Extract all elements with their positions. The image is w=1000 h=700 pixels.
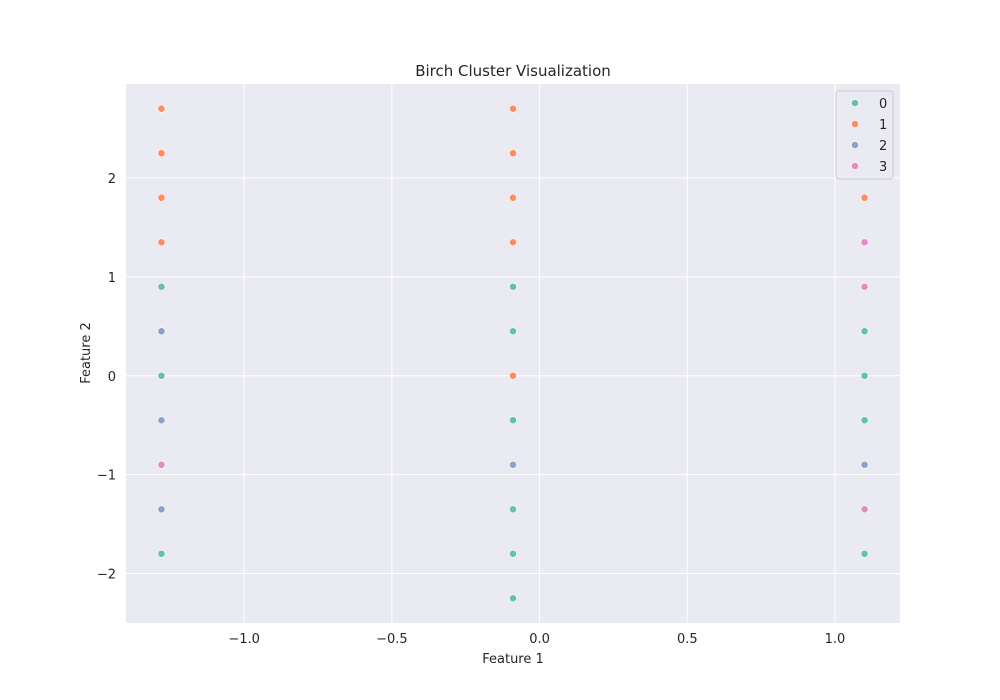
legend-marker-3 — [851, 162, 859, 170]
plot-area-background — [126, 84, 900, 623]
data-point-cluster-1 — [509, 371, 517, 380]
y-tick-label: 0 — [108, 370, 116, 385]
data-point-cluster-0 — [509, 282, 517, 291]
data-point-cluster-0 — [509, 594, 517, 603]
data-point-cluster-0 — [157, 282, 166, 291]
data-point-cluster-1 — [157, 149, 166, 158]
x-tick-label: 0.5 — [677, 632, 698, 647]
legend-label-1: 1 — [879, 118, 887, 133]
legend-marker-1 — [851, 120, 859, 128]
data-point-cluster-2 — [157, 505, 166, 514]
legend-label-2: 2 — [879, 139, 887, 154]
data-point-cluster-0 — [509, 549, 517, 558]
chart-title: Birch Cluster Visualization — [415, 62, 611, 80]
y-tick-label: 1 — [108, 271, 116, 286]
data-point-cluster-3 — [860, 238, 869, 247]
y-tick-label: −1 — [97, 469, 116, 484]
data-point-cluster-0 — [860, 327, 869, 336]
x-tick-label: −1.0 — [228, 632, 260, 647]
x-tick-label: 0.0 — [529, 632, 550, 647]
data-point-cluster-3 — [157, 460, 166, 469]
data-point-cluster-2 — [860, 460, 869, 469]
data-point-cluster-0 — [157, 549, 166, 558]
data-point-cluster-1 — [157, 193, 166, 202]
legend-marker-0 — [851, 99, 859, 107]
data-point-cluster-1 — [509, 193, 517, 202]
data-point-cluster-0 — [860, 371, 869, 380]
data-point-cluster-1 — [860, 193, 869, 202]
scatter-points — [157, 104, 869, 603]
y-axis-label: Feature 2 — [79, 322, 94, 384]
data-point-cluster-0 — [860, 416, 869, 425]
data-point-cluster-0 — [509, 505, 517, 514]
data-point-cluster-1 — [509, 149, 517, 158]
grid-lines — [126, 84, 900, 623]
data-point-cluster-3 — [860, 505, 869, 514]
legend-marker-2 — [851, 141, 859, 149]
legend-label-0: 0 — [879, 97, 887, 112]
data-point-cluster-2 — [509, 460, 517, 469]
data-point-cluster-0 — [509, 327, 517, 336]
legend-label-3: 3 — [879, 160, 887, 175]
data-point-cluster-1 — [509, 104, 517, 113]
data-point-cluster-0 — [509, 416, 517, 425]
axis-ticks: −1.0 −0.5 0.0 0.5 1.0 −2 −1 0 1 2 — [97, 172, 846, 647]
data-point-cluster-2 — [157, 327, 166, 336]
data-point-cluster-1 — [157, 238, 166, 247]
x-tick-label: 1.0 — [825, 632, 846, 647]
data-point-cluster-0 — [860, 549, 869, 558]
data-point-cluster-1 — [157, 104, 166, 113]
data-point-cluster-1 — [509, 238, 517, 247]
y-tick-label: 2 — [108, 172, 116, 187]
legend-box — [835, 90, 894, 180]
data-point-cluster-0 — [157, 371, 166, 380]
data-point-cluster-3 — [860, 282, 869, 291]
data-point-cluster-2 — [157, 416, 166, 425]
x-tick-label: −0.5 — [376, 632, 408, 647]
legend: 0 1 2 3 — [835, 90, 894, 180]
x-axis-label: Feature 1 — [482, 652, 544, 667]
y-tick-label: −2 — [97, 568, 116, 583]
